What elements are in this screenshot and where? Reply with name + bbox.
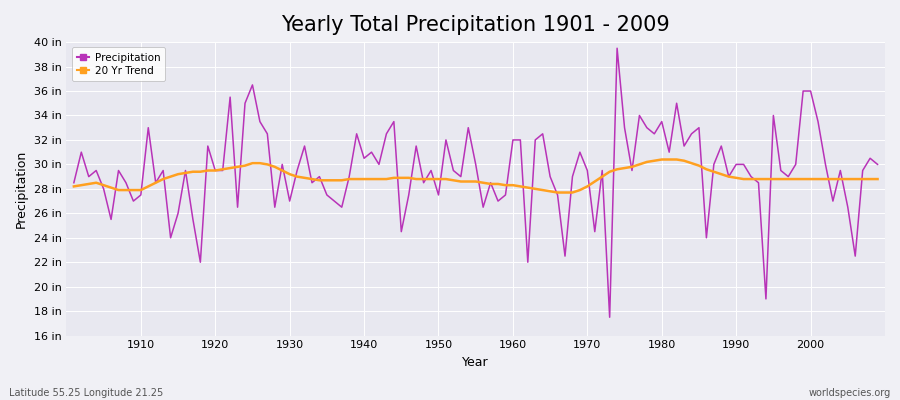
Text: Latitude 55.25 Longitude 21.25: Latitude 55.25 Longitude 21.25 bbox=[9, 388, 163, 398]
Text: worldspecies.org: worldspecies.org bbox=[809, 388, 891, 398]
Title: Yearly Total Precipitation 1901 - 2009: Yearly Total Precipitation 1901 - 2009 bbox=[282, 15, 670, 35]
Legend: Precipitation, 20 Yr Trend: Precipitation, 20 Yr Trend bbox=[72, 47, 166, 81]
X-axis label: Year: Year bbox=[463, 356, 489, 369]
Y-axis label: Precipitation: Precipitation bbox=[15, 150, 28, 228]
